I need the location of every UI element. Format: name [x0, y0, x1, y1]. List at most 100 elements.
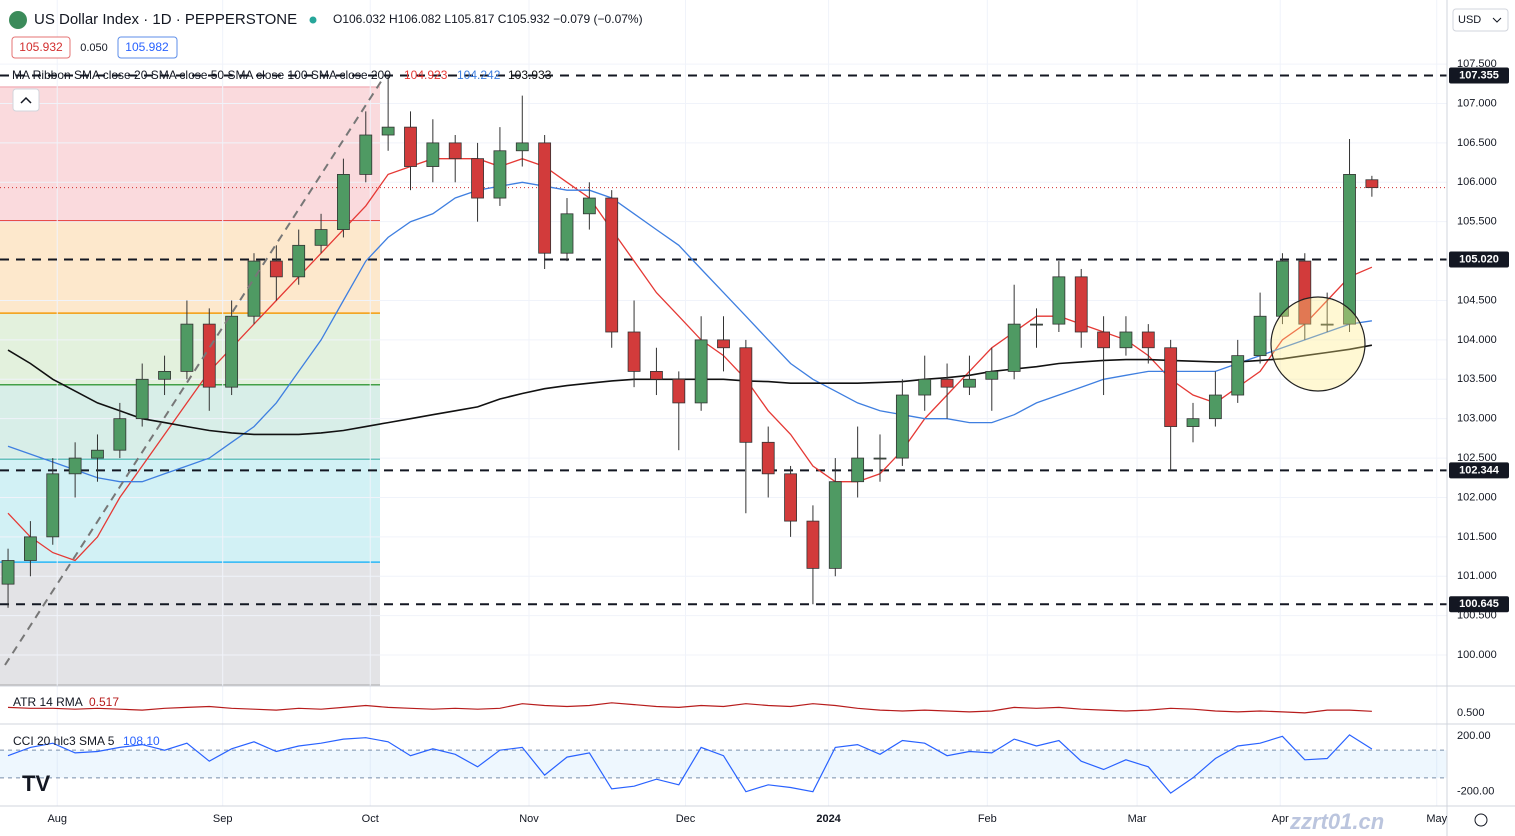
candle-body — [515, 142, 529, 152]
candle-body — [672, 378, 686, 404]
candle-body — [471, 158, 484, 199]
x-tick-label: May — [1426, 813, 1447, 825]
currency-label[interactable]: USD — [1458, 14, 1481, 26]
y-tick-label: 105.500 — [1457, 216, 1497, 228]
candle-body — [91, 449, 104, 459]
cci-label: CCI 20 hlc3 SMA 5 — [13, 734, 115, 748]
x-tick-label: Apr — [1272, 813, 1289, 825]
ma-value: 103.933 — [508, 68, 552, 82]
level-badge — [1449, 596, 1509, 613]
candle-body — [337, 174, 350, 230]
symbol-title: US Dollar Index · 1D · PEPPERSTONE — [34, 11, 297, 28]
level-label: 105.020 — [1459, 253, 1499, 265]
candle-body — [918, 378, 932, 396]
y-tick-label: -200.00 — [1457, 786, 1494, 798]
ohlc-readout: O106.032 H106.082 L105.817 C105.932 −0.0… — [333, 12, 643, 26]
y-tick-label: 104.000 — [1457, 334, 1497, 346]
fib-zone — [0, 86, 380, 221]
candle-body — [1320, 323, 1334, 326]
candle-body — [359, 134, 373, 175]
y-tick-label: 107.500 — [1457, 58, 1497, 70]
candle-body — [1208, 394, 1222, 420]
y-tick-label: 106.500 — [1457, 137, 1497, 149]
candle-body — [1030, 323, 1043, 326]
candle-body — [1164, 347, 1178, 427]
candle-body — [985, 370, 999, 380]
candle-body — [582, 197, 596, 215]
candle-body — [761, 441, 775, 475]
dropdown-arrow[interactable] — [1492, 17, 1502, 23]
buy-box[interactable] — [117, 36, 178, 59]
candle-body — [1097, 331, 1110, 349]
level-badge — [1449, 251, 1509, 268]
candle-body — [1074, 276, 1088, 333]
candle-body — [1052, 276, 1066, 325]
buy-price[interactable]: 105.982 — [125, 40, 169, 54]
candle-body — [1007, 323, 1021, 372]
fib-zone — [0, 384, 380, 459]
sell-price[interactable]: 105.932 — [19, 40, 63, 54]
candle-body — [895, 394, 909, 459]
candle-body — [605, 197, 619, 333]
candle-body — [225, 315, 239, 388]
trend-line — [4, 79, 383, 666]
atr-label: ATR 14 RMA — [13, 695, 83, 709]
candle-body — [1343, 174, 1356, 325]
candle-body — [135, 378, 149, 420]
collapse-icon[interactable] — [20, 96, 32, 104]
candle-body — [404, 126, 417, 167]
candle-body — [1298, 260, 1312, 325]
y-tick-label: 102.500 — [1457, 452, 1497, 464]
candle-body — [1141, 331, 1155, 349]
candle-body — [381, 126, 395, 136]
sell-box[interactable] — [11, 36, 71, 59]
x-tick-label: Aug — [47, 813, 67, 825]
x-tick-label: Oct — [362, 813, 379, 825]
status-dot — [309, 16, 317, 24]
ma-value: 104.923 — [404, 68, 448, 82]
candle-body — [448, 142, 462, 160]
level-label: 107.355 — [1459, 69, 1499, 81]
candle-body — [694, 339, 708, 404]
y-tick-label: 101.000 — [1457, 570, 1497, 582]
candle-body — [46, 473, 60, 538]
y-tick-label: 101.500 — [1457, 531, 1497, 543]
candle-body — [247, 260, 261, 317]
y-tick-label: 106.000 — [1457, 176, 1497, 188]
candle-body — [493, 150, 507, 199]
candle-body — [717, 339, 730, 349]
candle-body — [650, 370, 663, 380]
x-tick-label: Nov — [519, 813, 539, 825]
candle-body — [1119, 331, 1133, 349]
x-tick-label: Feb — [978, 813, 997, 825]
y-tick-label: 0.500 — [1457, 707, 1485, 719]
candle-body — [1365, 179, 1379, 189]
candle-body — [1186, 418, 1200, 427]
indicator-legend: MA Ribbon SMA close 20 SMA close 50 SMA … — [12, 68, 391, 82]
candle-body — [269, 260, 283, 278]
candle-body — [1276, 260, 1289, 317]
x-tick-label: Mar — [1128, 813, 1147, 825]
band-fill — [0, 750, 1447, 778]
candle-body — [538, 142, 552, 254]
indicator-line — [7, 702, 1372, 714]
candle-body — [627, 331, 641, 372]
logo: TV — [22, 771, 50, 796]
watermark: zzrt01.cn — [1289, 809, 1384, 834]
candle-body — [113, 418, 127, 451]
candle-body — [68, 457, 82, 475]
candle-body — [963, 378, 976, 388]
candle-body — [806, 520, 820, 569]
moving-average — [7, 344, 1373, 436]
collapse-button[interactable] — [12, 88, 40, 112]
candle-body — [1231, 355, 1245, 396]
candle-body — [873, 457, 887, 460]
y-tick-label: 102.000 — [1457, 491, 1497, 503]
currency-select[interactable] — [1452, 8, 1509, 32]
y-tick-label: 103.500 — [1457, 373, 1497, 385]
settings-icon[interactable] — [1474, 813, 1488, 827]
level-badge — [1449, 462, 1509, 479]
candle-body — [851, 457, 865, 483]
candle-body — [940, 378, 954, 388]
candle-body — [784, 473, 797, 522]
